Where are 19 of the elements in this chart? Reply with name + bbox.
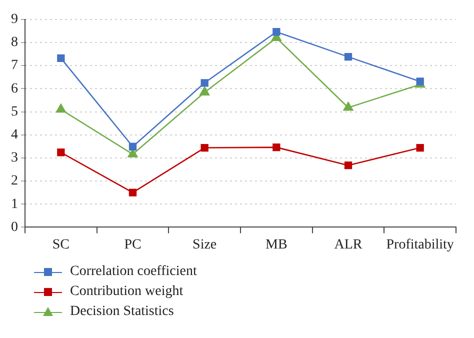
y-tick-label: 4 (11, 128, 18, 143)
x-tick-label: Size (192, 237, 217, 252)
y-tick-label: 1 (11, 196, 18, 212)
x-tick-label: PC (124, 237, 142, 252)
x-tick-label: MB (266, 237, 288, 252)
x-tick-label: Profitability (386, 237, 454, 252)
y-tick-label: 0 (11, 220, 18, 235)
legend-label: Correlation coefficient (70, 263, 197, 281)
y-tick-label: 6 (11, 81, 18, 96)
legend-label: Decision Statistics (70, 303, 174, 321)
y-tick-label: 5 (11, 104, 18, 120)
y-tick-label: 3 (11, 150, 18, 166)
x-tick-label: SC (52, 237, 70, 252)
y-tick-label: 9 (11, 12, 18, 28)
y-tick-label: 8 (11, 35, 18, 50)
x-tick-label: ALR (334, 237, 363, 252)
legend-label: Contribution weight (70, 283, 184, 301)
y-tick-label: 2 (11, 174, 18, 189)
y-tick-label: 7 (11, 58, 18, 74)
